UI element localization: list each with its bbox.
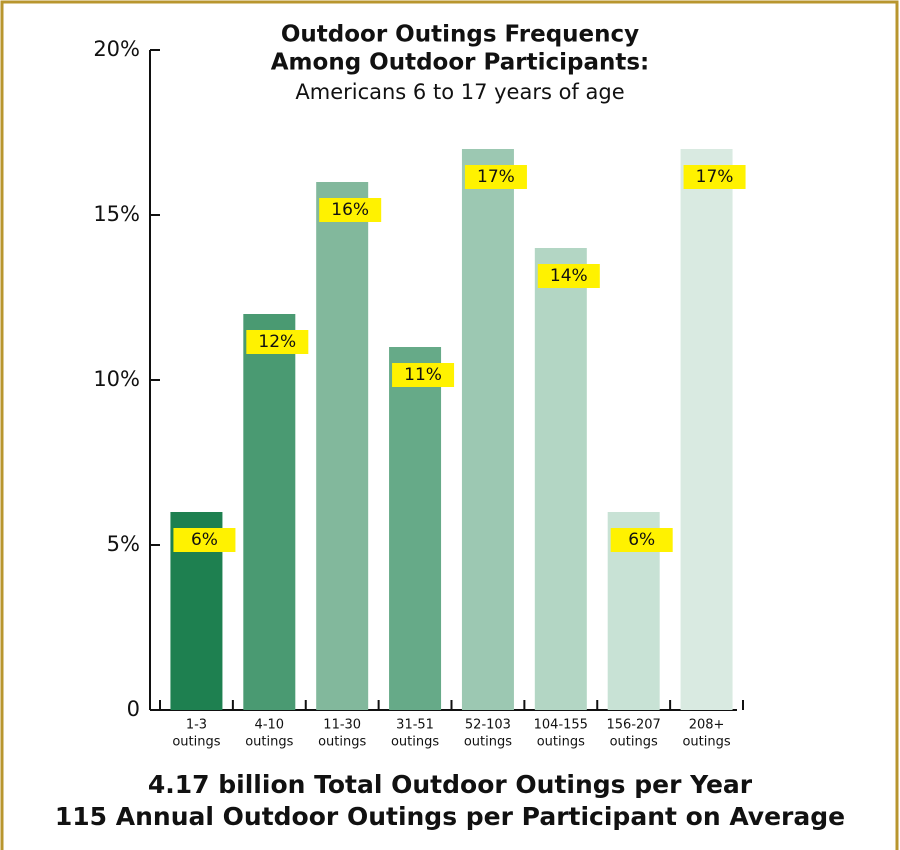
chart-title: Outdoor Outings Frequency [281, 22, 639, 48]
value-label-bg [537, 264, 600, 288]
y-tick-label: 5% [107, 532, 140, 556]
y-tick-label: 10% [93, 367, 140, 391]
x-tick-label: outings [391, 735, 439, 750]
y-tick-label: 15% [93, 202, 140, 226]
chart-title: Among Outdoor Participants: [271, 50, 650, 76]
bar [680, 149, 733, 710]
value-label-bg [610, 528, 673, 552]
x-tick-label: 11-30 [323, 718, 361, 733]
bar [534, 248, 587, 710]
annotation: 115 Annual Outdoor Outings per Participa… [55, 802, 845, 831]
value-label: 17% [477, 167, 515, 187]
x-tick-label: outings [682, 735, 730, 750]
bar [243, 314, 296, 710]
bar [461, 149, 514, 710]
x-tick-label: 208+ [689, 718, 725, 733]
x-tick-label: outings [610, 735, 658, 750]
value-label-bg [246, 330, 309, 354]
bar [316, 182, 369, 710]
x-tick-label: 1-3 [186, 718, 207, 733]
value-label-bg [464, 165, 527, 189]
value-label: 6% [628, 530, 655, 550]
x-tick-label: 4-10 [255, 718, 285, 733]
value-label: 11% [404, 365, 442, 385]
value-label: 6% [191, 530, 218, 550]
x-tick-label: outings [537, 735, 585, 750]
value-label: 12% [258, 332, 296, 352]
x-tick-label: 104-155 [534, 718, 588, 733]
x-tick-label: 52-103 [465, 718, 511, 733]
y-tick-label: 20% [93, 37, 140, 61]
value-label-bg [683, 165, 746, 189]
chart-subtitle: Americans 6 to 17 years of age [295, 80, 624, 104]
value-label-bg [173, 528, 236, 552]
value-label: 16% [331, 200, 369, 220]
value-label: 14% [550, 266, 588, 286]
value-label: 17% [696, 167, 734, 187]
bar [389, 347, 442, 710]
x-tick-label: 31-51 [396, 718, 434, 733]
value-label-bg [392, 363, 455, 387]
annotation: 4.17 billion Total Outdoor Outings per Y… [148, 770, 753, 799]
x-tick-label: outings [318, 735, 366, 750]
x-tick-label: outings [172, 735, 220, 750]
x-tick-label: 156-207 [607, 718, 661, 733]
x-tick-label: outings [245, 735, 293, 750]
y-tick-label: 0 [127, 697, 140, 721]
x-tick-label: outings [464, 735, 512, 750]
value-label-bg [319, 198, 382, 222]
